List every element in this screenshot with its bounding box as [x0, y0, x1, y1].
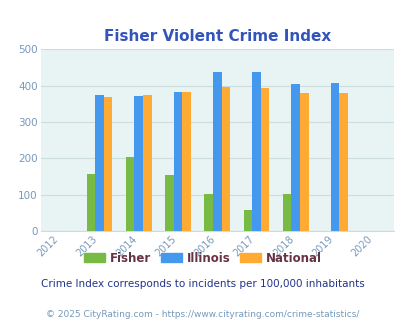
Bar: [164, 175, 173, 231]
Bar: [291, 84, 299, 231]
Bar: [330, 83, 339, 231]
Bar: [260, 88, 269, 231]
Bar: [212, 72, 221, 231]
Bar: [221, 87, 230, 231]
Bar: [299, 93, 308, 231]
Bar: [86, 174, 95, 231]
Text: © 2025 CityRating.com - https://www.cityrating.com/crime-statistics/: © 2025 CityRating.com - https://www.city…: [46, 310, 359, 319]
Bar: [173, 92, 182, 231]
Bar: [204, 194, 212, 231]
Bar: [104, 97, 112, 231]
Bar: [95, 95, 104, 231]
Bar: [182, 92, 190, 231]
Bar: [143, 94, 151, 231]
Bar: [252, 72, 260, 231]
Title: Fisher Violent Crime Index: Fisher Violent Crime Index: [103, 29, 330, 44]
Bar: [282, 194, 291, 231]
Bar: [134, 96, 143, 231]
Text: Crime Index corresponds to incidents per 100,000 inhabitants: Crime Index corresponds to incidents per…: [41, 279, 364, 289]
Bar: [243, 210, 252, 231]
Bar: [126, 156, 134, 231]
Legend: Fisher, Illinois, National: Fisher, Illinois, National: [79, 247, 326, 269]
Bar: [339, 93, 347, 231]
